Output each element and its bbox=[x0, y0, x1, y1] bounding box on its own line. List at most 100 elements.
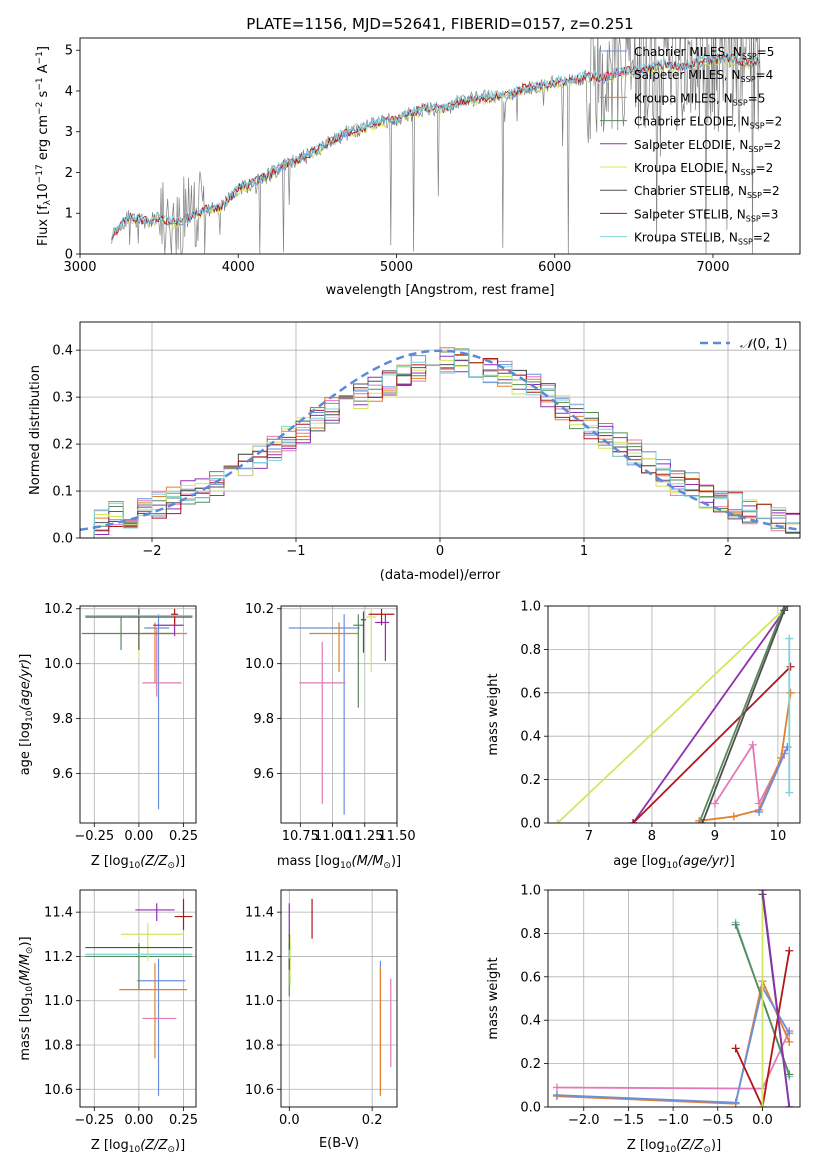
weight-line bbox=[701, 609, 786, 823]
weight-marker bbox=[698, 819, 707, 823]
y-tick-label: 10.6 bbox=[245, 1083, 274, 1098]
y-tick-label: 9.8 bbox=[52, 712, 73, 727]
y-label-part: )] bbox=[18, 936, 33, 946]
x-tick-label: 0.00 bbox=[124, 1113, 153, 1128]
x-label-sub: 10 bbox=[129, 861, 141, 871]
y-tick-label: 0.4 bbox=[52, 344, 73, 359]
weight-marker bbox=[785, 1070, 794, 1079]
errorbar-point bbox=[353, 614, 364, 708]
legend-count: =2 bbox=[765, 115, 783, 129]
legend-entry: Chabrier ELODIE, NSSP=2 bbox=[634, 115, 782, 131]
weight-marker bbox=[758, 890, 767, 894]
errorbar-point bbox=[174, 898, 193, 930]
errorbar-point bbox=[366, 608, 377, 672]
legend-count: =3 bbox=[761, 207, 779, 221]
model-spectrum-line bbox=[111, 54, 761, 242]
y-label-part: erg cm bbox=[36, 115, 51, 164]
x-tick-label: −0.25 bbox=[74, 829, 114, 844]
weight-marker bbox=[731, 920, 740, 929]
x-label-part: (Z/Z bbox=[140, 854, 168, 869]
legend-sub: SSP bbox=[733, 98, 748, 107]
weight-marker bbox=[729, 812, 738, 821]
y-label-part: Flux [f bbox=[36, 205, 51, 246]
x-tick-label: −2.0 bbox=[568, 1113, 600, 1128]
legend-entry: Kroupa STELIB, NSSP=2 bbox=[634, 231, 771, 247]
y-label-sub: 10 bbox=[25, 710, 35, 722]
x-tick-label: 10.75 bbox=[282, 829, 319, 844]
legend-count: =4 bbox=[756, 68, 774, 82]
legend-count: =5 bbox=[757, 45, 775, 59]
y-tick-label: 0.6 bbox=[520, 686, 541, 701]
weight-marker bbox=[731, 1098, 740, 1107]
weight-plot-area bbox=[552, 890, 794, 1107]
legend-name: Salpeter MILES, N bbox=[634, 68, 741, 82]
errorbar-point bbox=[142, 622, 188, 683]
y-tick-label: 11.2 bbox=[245, 950, 274, 965]
weight-marker bbox=[755, 808, 764, 817]
errorbar-point bbox=[135, 903, 175, 921]
y-tick-label: 0.0 bbox=[52, 532, 73, 547]
axes-age_vs_Z: −0.25 0.00 0.259.69.810.010.2Z [log10(Z/Z⊙… bbox=[18, 602, 198, 871]
y-tick-label: 0.2 bbox=[52, 438, 73, 453]
errorbar-point bbox=[121, 923, 184, 961]
errorbar-point bbox=[375, 614, 390, 661]
x-label-part: (Z/Z bbox=[676, 1138, 704, 1153]
x-tick-label: −1.5 bbox=[613, 1113, 645, 1128]
histogram-step-line bbox=[80, 359, 800, 538]
weight-marker bbox=[552, 1083, 561, 1092]
x-label-part: )] bbox=[391, 854, 401, 869]
legend-sub: SSP bbox=[747, 191, 762, 200]
y-tick-label: 11.4 bbox=[44, 906, 73, 921]
errorbar-point bbox=[119, 963, 188, 1059]
figure-title: PLATE=1156, MJD=52641, FIBERID=0157, z=0… bbox=[246, 15, 633, 33]
errorbar-point bbox=[137, 958, 186, 1096]
x-label-part: )] bbox=[175, 854, 185, 869]
weight-marker bbox=[552, 1091, 561, 1100]
weight-marker bbox=[785, 1029, 794, 1038]
errorbar-plot-area bbox=[81, 608, 193, 810]
y-tick-label: 0.6 bbox=[520, 970, 541, 985]
x-tick-label: 3000 bbox=[63, 260, 96, 275]
y-tick-label: 9.6 bbox=[52, 767, 73, 782]
y-tick-label: 0.8 bbox=[520, 927, 541, 942]
weight-marker bbox=[785, 1037, 794, 1046]
legend-sub: SSP bbox=[741, 75, 756, 84]
legend-entry: Kroupa MILES, NSSP=5 bbox=[634, 91, 765, 107]
weight-marker bbox=[710, 799, 719, 808]
y-label-part: (age/yr) bbox=[18, 659, 33, 711]
weight-marker bbox=[731, 1044, 740, 1053]
errorbar-plot-area bbox=[288, 898, 392, 1096]
x-tick-label: 9 bbox=[711, 829, 719, 844]
x-axis-label: mass [log10(M/M⊙)] bbox=[277, 854, 401, 871]
x-label-sub: ⊙ bbox=[167, 861, 175, 871]
weight-marker bbox=[785, 1103, 794, 1107]
weight-line bbox=[698, 606, 786, 823]
y-label-sub: λ bbox=[43, 199, 53, 205]
y-label-sup: −2 bbox=[35, 102, 45, 115]
x-tick-label: 5000 bbox=[380, 260, 413, 275]
x-axis-label: Z [log10(Z/Z⊙)] bbox=[91, 1138, 185, 1155]
x-tick-label: −1.0 bbox=[657, 1113, 689, 1128]
axes-frame bbox=[79, 321, 801, 539]
normal-distribution-curve bbox=[80, 349, 800, 532]
errorbar-point bbox=[81, 616, 175, 650]
x-label-sub: 10 bbox=[129, 1145, 141, 1155]
x-tick-label: −0.25 bbox=[74, 1113, 114, 1128]
spectrum-plot-area bbox=[111, 38, 761, 254]
y-tick-label: 0.8 bbox=[520, 643, 541, 658]
x-axis-label: Z [log10(Z/Z⊙)] bbox=[91, 854, 185, 871]
weight-line bbox=[556, 606, 789, 823]
legend-sub: SSP bbox=[741, 168, 756, 177]
y-tick-label: 10.2 bbox=[245, 602, 274, 617]
x-axis-label: wavelength [Angstrom, rest frame] bbox=[326, 283, 555, 298]
y-tick-label: 0.4 bbox=[520, 730, 541, 745]
axes-weight_vs_Z: −2.0 −1.5 −1.0 −0.5 0.0 0.0 0.2 0.4 0.6 0.8 1.0 Z [… bbox=[486, 884, 801, 1155]
weight-marker bbox=[786, 688, 795, 697]
weight-marker bbox=[785, 946, 794, 955]
legend-entry: Salpeter MILES, NSSP=4 bbox=[634, 68, 773, 84]
x-tick-label: 11.25 bbox=[346, 829, 383, 844]
y-tick-label: 3 bbox=[65, 125, 73, 140]
